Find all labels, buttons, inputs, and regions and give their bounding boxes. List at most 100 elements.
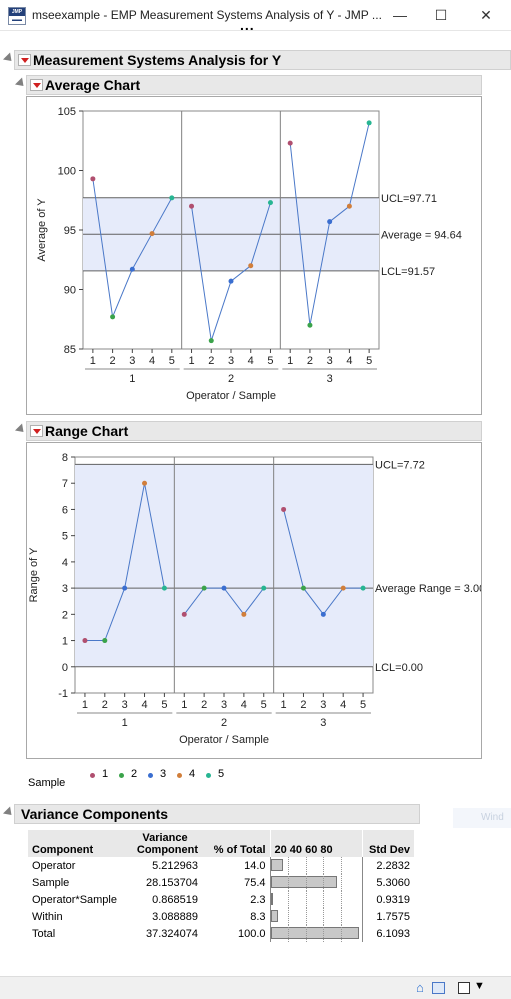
cell-component: Within bbox=[32, 910, 63, 923]
y-tick-label: 5 bbox=[62, 531, 68, 543]
cell-sd: 6.1093 bbox=[376, 927, 410, 940]
average-chart-frame: 85 90 95 100 105 1 2 3 4 5 1 2 3 4 5 1 2 3 4 5 1 2 3 Operator /… bbox=[26, 96, 482, 415]
maximize-button[interactable]: ☐ bbox=[434, 7, 448, 23]
gridline bbox=[305, 925, 307, 942]
y-tick-label: 3 bbox=[62, 583, 68, 595]
cell-sd: 2.2832 bbox=[376, 859, 410, 872]
cell-bar bbox=[269, 891, 363, 908]
sample-tick-label: 3 bbox=[221, 699, 227, 711]
legend-title: Sample bbox=[28, 777, 66, 789]
operator-tick-label: 3 bbox=[320, 717, 326, 729]
report-outline-header: Measurement Systems Analysis for Y bbox=[14, 50, 511, 70]
table-row: Within 3.088889 8.3 1.7575 bbox=[28, 908, 414, 925]
data-point bbox=[340, 585, 346, 591]
cell-bar bbox=[269, 908, 363, 925]
center-label: Average = 94.64 bbox=[381, 229, 462, 241]
legend-label-1: 1 bbox=[102, 768, 109, 780]
variance-components-title: Variance Components bbox=[21, 806, 169, 822]
sample-tick-label: 2 bbox=[300, 699, 306, 711]
sample-tick-label: 3 bbox=[122, 699, 128, 711]
sample-tick-label: 4 bbox=[340, 699, 346, 711]
data-point bbox=[300, 585, 306, 591]
data-point bbox=[320, 611, 326, 617]
cell-sd: 5.3060 bbox=[376, 876, 410, 889]
sample-tick-label: 1 bbox=[82, 699, 88, 711]
table-row: Total 37.324074 100.0 6.1093 bbox=[28, 925, 414, 942]
minimize-button[interactable]: — bbox=[393, 7, 407, 23]
legend-marker-3 bbox=[148, 773, 153, 778]
data-point bbox=[241, 611, 247, 617]
cell-variance: 3.088889 bbox=[152, 910, 198, 923]
sample-tick-label: 3 bbox=[129, 355, 135, 367]
chevron-down-icon[interactable]: ▼ bbox=[474, 980, 485, 992]
gridline bbox=[340, 925, 342, 942]
jmp-app-icon: JMP ▬▬ bbox=[8, 7, 26, 25]
operator-tick-label: 1 bbox=[122, 717, 128, 729]
title-bar: JMP ▬▬ mseexample - EMP Measurement Syste… bbox=[0, 0, 511, 33]
layout-toggle-icon[interactable] bbox=[458, 982, 470, 994]
gridline bbox=[305, 891, 307, 908]
cell-bar bbox=[269, 874, 363, 891]
sample-tick-label: 5 bbox=[366, 355, 372, 367]
average-chart: 85 90 95 100 105 1 2 3 4 5 1 2 3 4 5 1 2 3 4 5 1 2 3 Operator /… bbox=[36, 106, 462, 402]
gridline bbox=[305, 857, 307, 874]
average-chart-title: Average Chart bbox=[45, 77, 141, 93]
sample-tick-label: 4 bbox=[346, 355, 352, 367]
data-point bbox=[208, 338, 214, 344]
sample-tick-label: 1 bbox=[287, 355, 293, 367]
sample-tick-label: 5 bbox=[267, 355, 273, 367]
gridline bbox=[288, 857, 290, 874]
gridline bbox=[323, 891, 325, 908]
home-icon[interactable]: ⌂ bbox=[416, 980, 424, 995]
close-button[interactable]: ✕ bbox=[480, 7, 492, 23]
window-list-icon[interactable] bbox=[432, 982, 445, 994]
data-point bbox=[307, 322, 313, 328]
gridline bbox=[323, 908, 325, 925]
data-point bbox=[122, 585, 128, 591]
data-point bbox=[189, 203, 195, 209]
cell-component: Operator bbox=[32, 859, 76, 872]
legend-label-2: 2 bbox=[131, 768, 138, 780]
gridline bbox=[340, 891, 342, 908]
gridline bbox=[305, 874, 307, 891]
data-point bbox=[110, 314, 116, 320]
data-point bbox=[281, 506, 287, 512]
variance-components-header: Variance Components bbox=[14, 804, 420, 824]
col-header-sd[interactable]: Std Dev bbox=[361, 830, 414, 857]
cell-component: Total bbox=[32, 927, 56, 940]
red-triangle-menu-icon[interactable] bbox=[18, 54, 31, 66]
cell-variance: 5.212963 bbox=[152, 859, 198, 872]
gridline bbox=[288, 925, 290, 942]
range-chart-header: Range Chart bbox=[26, 421, 482, 441]
y-axis-label: Range of Y bbox=[28, 547, 40, 603]
sample-tick-label: 2 bbox=[102, 699, 108, 711]
y-tick-label: 95 bbox=[64, 225, 76, 237]
red-triangle-menu-icon[interactable] bbox=[30, 79, 43, 91]
col-header-pct[interactable]: % of Total bbox=[202, 830, 270, 857]
legend-marker-2 bbox=[119, 773, 124, 778]
col-header-component[interactable]: Component bbox=[28, 830, 128, 857]
legend-label-4: 4 bbox=[189, 768, 196, 780]
cell-pct: 2.3 bbox=[250, 893, 266, 906]
gridline bbox=[340, 908, 342, 925]
cell-variance: 28.153704 bbox=[146, 876, 198, 889]
sample-tick-label: 5 bbox=[161, 699, 167, 711]
data-point bbox=[181, 611, 187, 617]
gridline bbox=[323, 925, 325, 942]
control-limits-band bbox=[75, 464, 373, 667]
col-header-variance[interactable]: Variance Component bbox=[128, 830, 202, 857]
more-options-icon[interactable]: ... bbox=[240, 17, 255, 33]
sample-tick-label: 3 bbox=[228, 355, 234, 367]
red-triangle-menu-icon[interactable] bbox=[30, 425, 43, 437]
cell-pct: 14.0 bbox=[244, 859, 266, 872]
y-tick-label: 6 bbox=[62, 504, 68, 516]
table-row: Sample 28.153704 75.4 5.3060 bbox=[28, 874, 414, 891]
gridline bbox=[305, 908, 307, 925]
x-axis-label: Operator / Sample bbox=[179, 734, 269, 746]
pct-bar bbox=[270, 859, 283, 871]
sample-tick-label: 2 bbox=[201, 699, 207, 711]
y-tick-label: -1 bbox=[58, 688, 68, 700]
y-tick-label: 2 bbox=[62, 609, 68, 621]
center-label: Average Range = 3.00 bbox=[375, 583, 481, 595]
gridline bbox=[288, 874, 290, 891]
